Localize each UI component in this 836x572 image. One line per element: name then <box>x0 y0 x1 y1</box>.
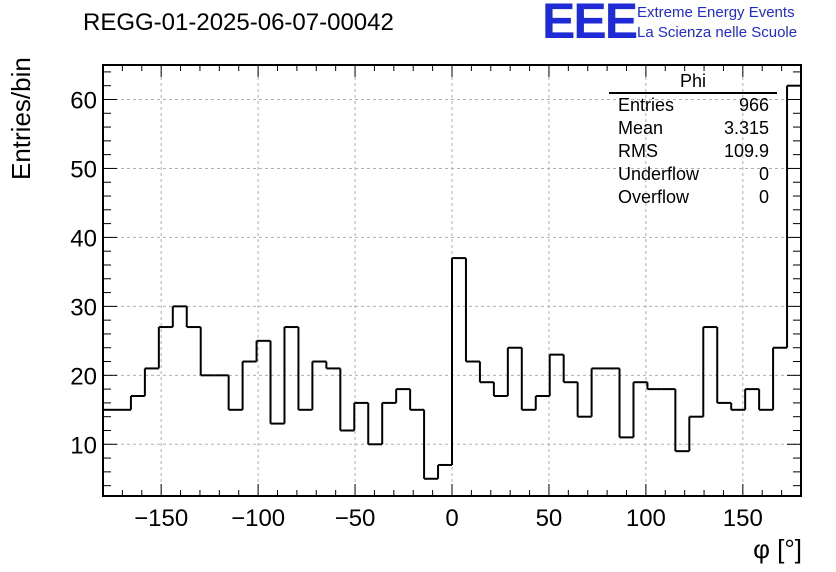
run-title: REGG-01-2025-06-07-00042 <box>83 9 394 36</box>
x-tick-label: −100 <box>231 505 285 532</box>
stats-row-overflow: Overflow 0 <box>609 186 777 209</box>
stats-row-rms: RMS 109.9 <box>609 140 777 163</box>
y-tick-label: 30 <box>70 294 97 321</box>
stats-box: Phi Entries 966 Mean 3.315 RMS 109.9 Und… <box>609 70 777 209</box>
x-axis-label: φ [°] <box>753 534 802 564</box>
stats-value: 3.315 <box>723 118 769 138</box>
x-tick-label: 0 <box>445 505 458 532</box>
stats-row-mean: Mean 3.315 <box>609 117 777 140</box>
y-tick-label: 50 <box>70 156 97 183</box>
stats-value: 0 <box>758 187 769 207</box>
stats-row-underflow: Underflow 0 <box>609 163 777 186</box>
stats-label: RMS <box>618 141 658 161</box>
x-tick-label: 50 <box>536 505 563 532</box>
x-tick-label: 150 <box>723 505 763 532</box>
y-tick-label: 40 <box>70 225 97 252</box>
y-axis-label: Entries/bin <box>6 57 36 180</box>
logo-line-2: La Scienza nelle Scuole <box>637 24 798 41</box>
stats-label: Overflow <box>618 187 690 207</box>
y-tick-label: 60 <box>70 87 97 114</box>
eee-logo-caption: Extreme Energy Events La Scienza nelle S… <box>637 3 797 43</box>
eee-logo: EEE <box>542 0 638 49</box>
x-tick-label: −150 <box>134 505 188 532</box>
stats-row-entries: Entries 966 <box>609 94 777 117</box>
stats-label: Mean <box>618 118 664 138</box>
stats-value: 0 <box>758 164 769 184</box>
stats-value: 109.9 <box>723 141 769 161</box>
stats-title: Phi <box>609 70 777 94</box>
y-tick-label: 20 <box>70 363 97 390</box>
stats-label: Underflow <box>618 164 700 184</box>
x-tick-label: −50 <box>335 505 376 532</box>
stats-value: 966 <box>738 95 769 115</box>
plot-frame <box>102 64 802 497</box>
stats-label: Entries <box>618 95 675 115</box>
y-tick-label: 10 <box>70 432 97 459</box>
logo-line-1: Extreme Energy Events <box>637 4 795 21</box>
x-tick-label: 100 <box>626 505 666 532</box>
